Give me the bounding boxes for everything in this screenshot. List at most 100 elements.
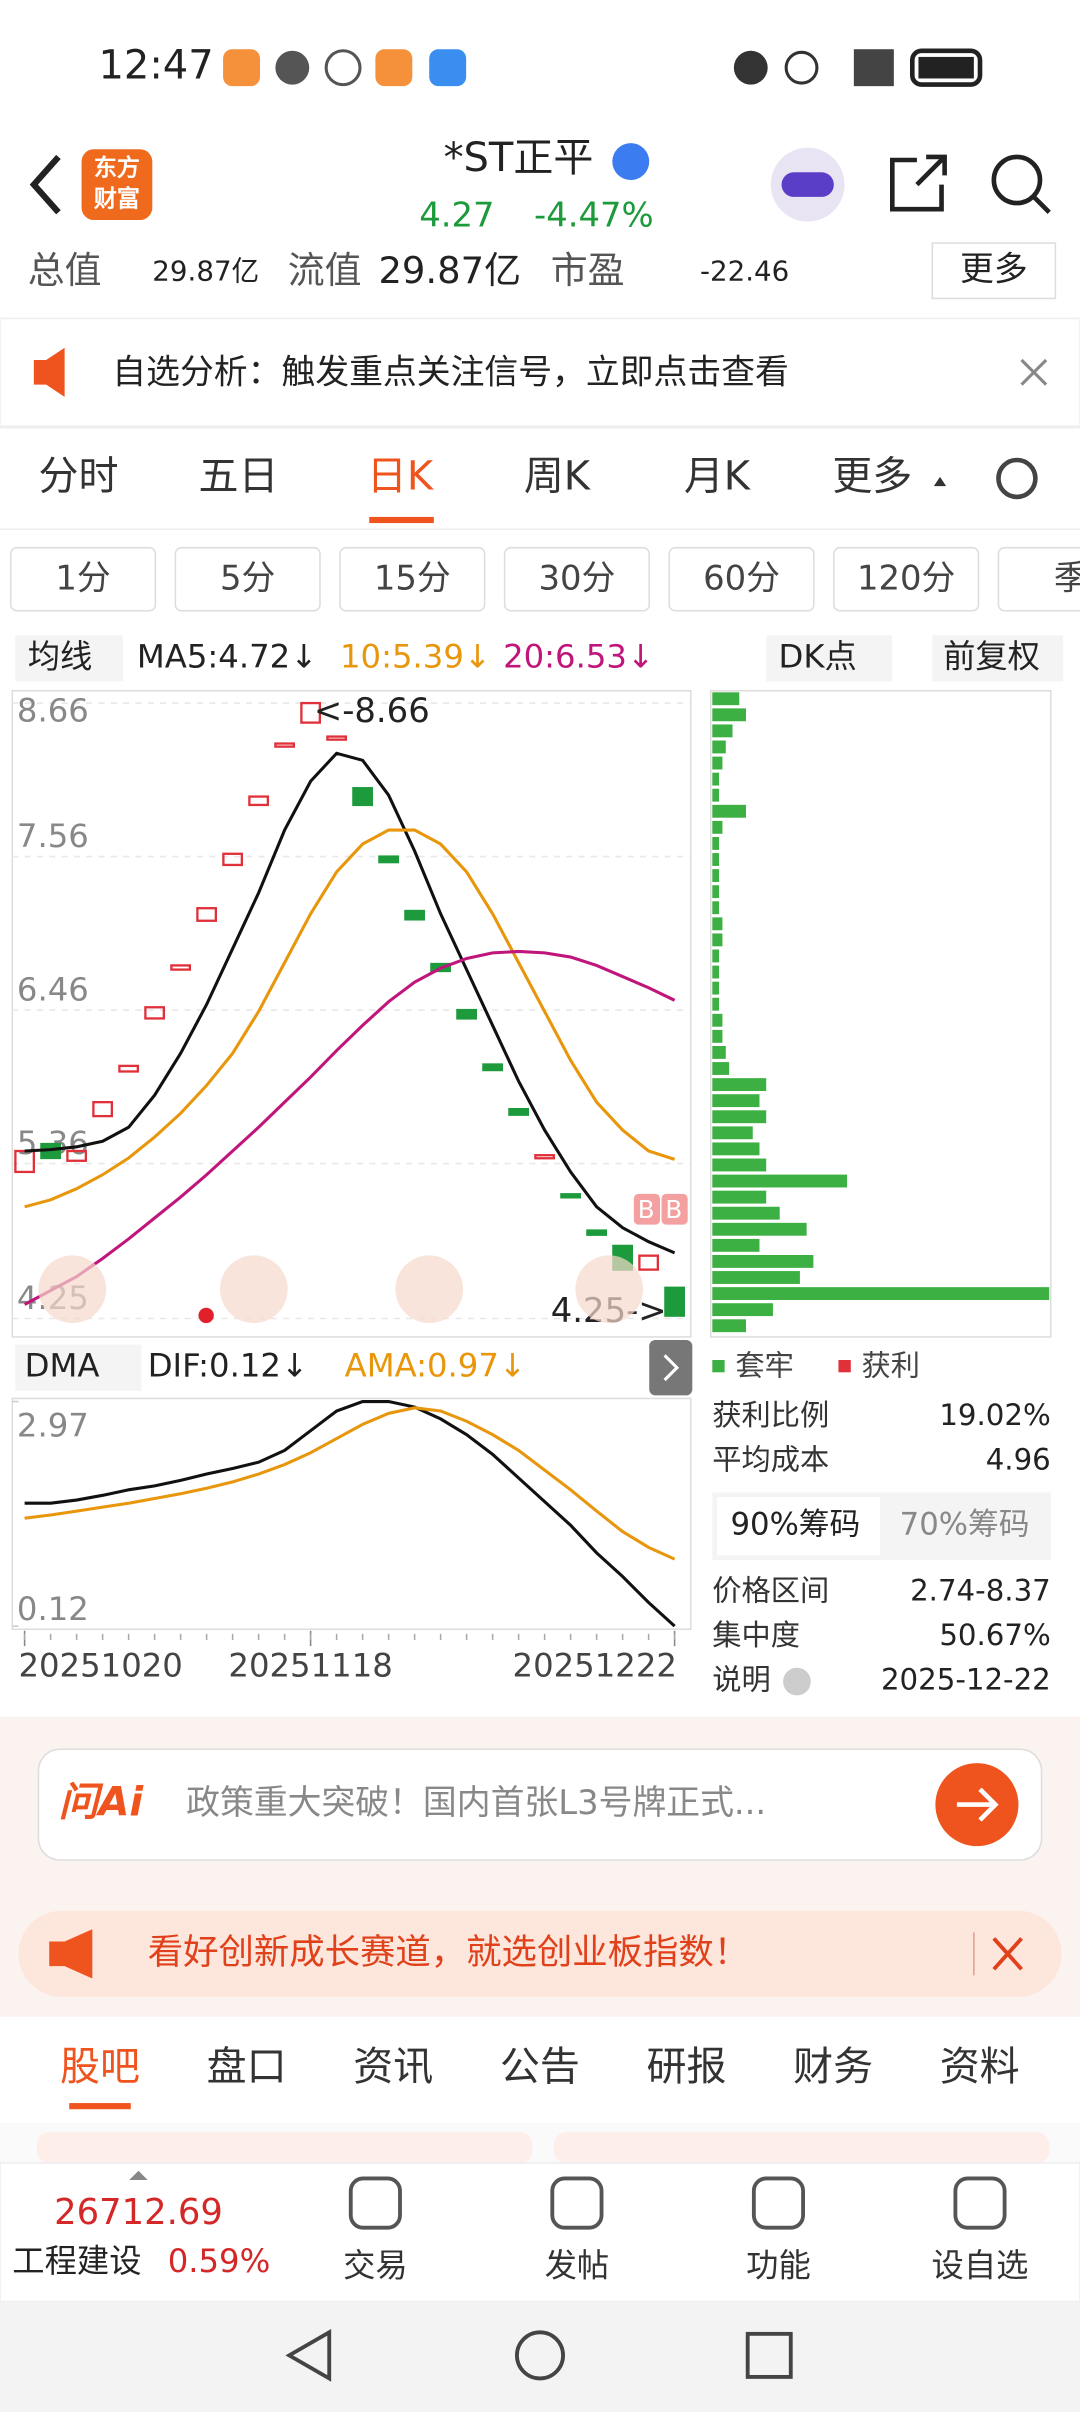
- bottom-tab[interactable]: 财务: [793, 2044, 873, 2090]
- period[interactable]: 60分: [703, 558, 780, 597]
- change: -4.47%: [534, 195, 654, 234]
- bottom-tab[interactable]: 公告: [500, 2044, 580, 2090]
- chip-bar: [712, 1094, 760, 1108]
- period[interactable]: 30分: [538, 558, 615, 597]
- candle: [144, 1006, 165, 1020]
- ai-text[interactable]: 政策重大突破！国内首张L3号牌正式...: [186, 1783, 766, 1822]
- chip-bar: [712, 901, 720, 915]
- b-marker: [633, 1193, 660, 1225]
- dma[interactable]: DMA: [25, 1347, 100, 1385]
- max-label: <-8.66: [314, 691, 430, 730]
- stat: 29.87亿: [152, 254, 259, 287]
- zoom-btn[interactable]: [219, 1255, 288, 1324]
- tab[interactable]: 分时: [38, 453, 118, 499]
- candle: [118, 1064, 139, 1073]
- chip-bar: [712, 1013, 723, 1027]
- footer-btn[interactable]: 交易: [343, 2247, 408, 2285]
- chip-bar: [712, 1222, 807, 1236]
- chip-bar: [712, 1254, 814, 1268]
- candle: [560, 1193, 581, 1199]
- chip-bar: [712, 1206, 780, 1220]
- period-btn[interactable]: [174, 546, 321, 612]
- toggle[interactable]: 70%筹码: [900, 1507, 1030, 1543]
- close[interactable]: [1020, 358, 1048, 386]
- footer-btn[interactable]: 设自选: [932, 2247, 1029, 2285]
- bottom-tab[interactable]: 研报: [646, 2044, 726, 2090]
- tab[interactable]: 五日: [198, 453, 278, 499]
- candle: [274, 742, 295, 748]
- period-btn[interactable]: [833, 546, 980, 612]
- period[interactable]: 季: [1054, 558, 1080, 597]
- footer-btn[interactable]: 功能: [746, 2247, 811, 2285]
- ind[interactable]: 前复权: [943, 637, 1040, 675]
- stat: 市盈: [551, 249, 625, 292]
- ind[interactable]: DK点: [778, 637, 856, 675]
- candle: [222, 852, 243, 867]
- badge: [612, 143, 650, 180]
- ad[interactable]: 看好创新成长赛道，就选创业板指数！: [148, 1932, 749, 1973]
- tab[interactable]: 周K: [524, 453, 592, 499]
- chip-val: 2025-12-22: [881, 1663, 1051, 1697]
- ad-bar[interactable]: [18, 1910, 1062, 1997]
- btn-icon: [953, 2176, 1007, 2230]
- tab[interactable]: 月K: [684, 453, 752, 499]
- btn-icon: [550, 2176, 604, 2230]
- share[interactable]: [889, 154, 947, 212]
- tab[interactable]: 更多: [832, 453, 912, 499]
- more-btn[interactable]: [931, 242, 1057, 300]
- period[interactable]: 120分: [857, 558, 955, 597]
- bottom-tab[interactable]: 资讯: [353, 2044, 433, 2090]
- zoom-btn[interactable]: [575, 1255, 644, 1324]
- footer-btn[interactable]: 发帖: [545, 2247, 610, 2285]
- candle: [326, 735, 347, 741]
- chip-key: 集中度: [712, 1618, 800, 1652]
- chip-bar: [712, 1158, 767, 1172]
- period-btn[interactable]: [503, 546, 650, 612]
- chip-bar: [712, 981, 720, 995]
- ind[interactable]: 均线: [28, 637, 93, 675]
- candle: [378, 855, 399, 864]
- tab[interactable]: 日K: [367, 453, 435, 499]
- settings[interactable]: [996, 457, 1038, 500]
- chip-bar: [712, 933, 723, 947]
- zoom-btn[interactable]: [395, 1255, 464, 1324]
- period-btn[interactable]: [9, 546, 157, 612]
- x-tick-label: 20251020: [18, 1647, 182, 1685]
- chip-bar: [712, 708, 746, 722]
- bottom-tab[interactable]: 盘口: [207, 2044, 287, 2090]
- logo-text: 财富: [94, 185, 140, 212]
- period-btn[interactable]: [339, 546, 486, 612]
- search[interactable]: [991, 154, 1043, 206]
- chip-bar: [712, 1029, 723, 1043]
- notice-bar[interactable]: [0, 317, 1080, 427]
- more[interactable]: 更多: [960, 249, 1028, 288]
- bottom-tab[interactable]: 资料: [940, 2044, 1020, 2090]
- back[interactable]: [29, 154, 61, 215]
- dif: DIF:0.12↓: [148, 1347, 308, 1385]
- x-tick-label: 20251222: [513, 1647, 677, 1685]
- btn-icon: [348, 2176, 402, 2230]
- info: [783, 1667, 811, 1696]
- toggle[interactable]: 90%筹码: [730, 1507, 860, 1543]
- zoom-btn[interactable]: [38, 1255, 107, 1324]
- ind: MA5:4.72↓: [137, 637, 317, 675]
- chip-bar: [712, 772, 720, 786]
- chip-bar: [712, 788, 720, 802]
- chip-bar: [712, 820, 723, 834]
- bottom-tab[interactable]: 股吧: [60, 2044, 140, 2090]
- chip-bar: [712, 1303, 773, 1317]
- candle: [456, 1008, 477, 1020]
- period[interactable]: 5分: [220, 558, 275, 597]
- chip-bar: [712, 1142, 760, 1156]
- period-btn[interactable]: [668, 546, 815, 612]
- ind: 10:5.39↓: [340, 637, 491, 675]
- dot: [198, 1307, 214, 1324]
- chip-bar: [712, 740, 726, 754]
- notice[interactable]: 自选分析：触发重点关注信号，立即点击查看: [112, 352, 789, 391]
- period-btn[interactable]: [997, 546, 1080, 612]
- period[interactable]: 15分: [374, 558, 451, 597]
- ai-box[interactable]: [37, 1748, 1043, 1861]
- toggle-on[interactable]: [716, 1496, 880, 1556]
- period[interactable]: 1分: [55, 558, 110, 597]
- b-text: B: [638, 1195, 655, 1224]
